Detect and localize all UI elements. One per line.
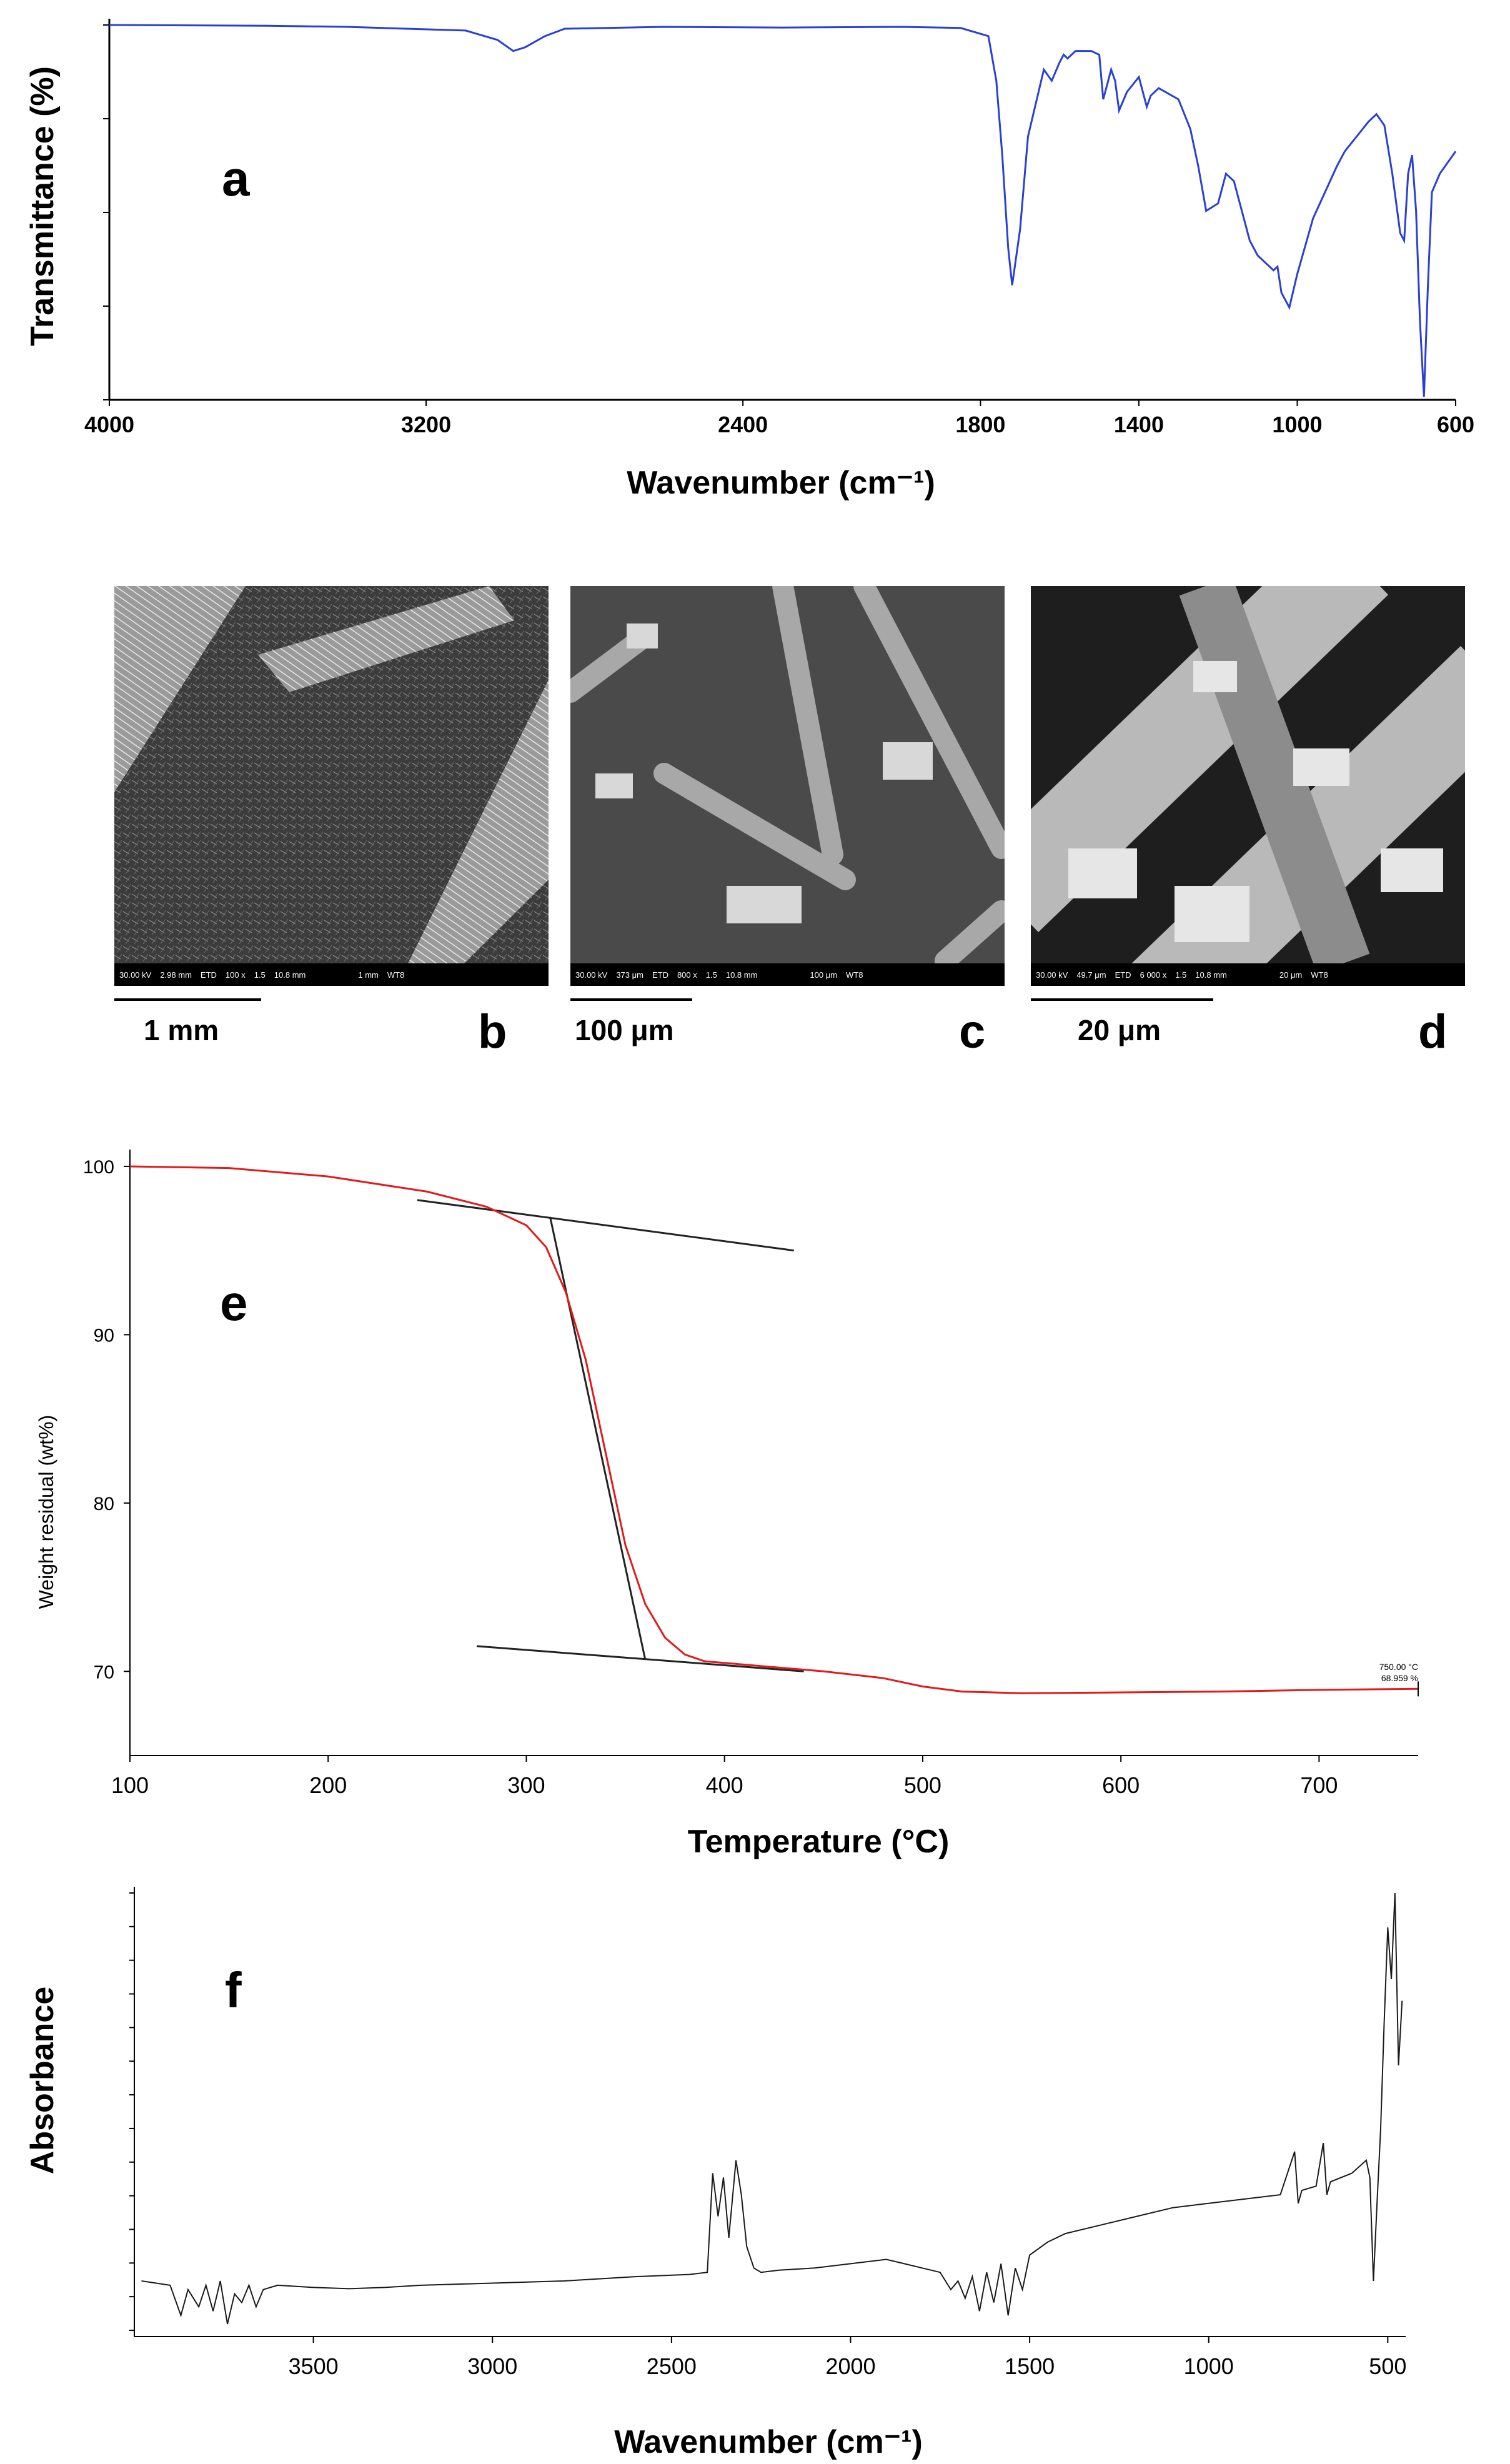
sem-d-spot: 1.5 bbox=[1175, 970, 1187, 980]
panel-letter-c: c bbox=[959, 1005, 986, 1058]
absorbance-chart: 3500 3000 2500 2000 1500 1000 500 Absorbance W… bbox=[24, 1887, 1406, 2460]
sem-c-hfw: 373 μm bbox=[616, 970, 643, 980]
chart-a-xtick-label: 600 bbox=[1437, 412, 1474, 437]
sem-b-sample: WT8 bbox=[387, 970, 405, 980]
chart-e-xtick-label: 100 bbox=[111, 1772, 149, 1798]
chart-a-xtick-label: 1800 bbox=[955, 412, 1005, 437]
sem-d-det: ETD bbox=[1115, 970, 1131, 980]
chart-f-xtick-label: 3500 bbox=[289, 2353, 339, 2379]
sem-d-wd: 10.8 mm bbox=[1195, 970, 1227, 980]
ir-transmittance-chart: 4000 3200 2400 1800 1400 1000 600 Transmittanc… bbox=[24, 19, 1474, 501]
chart-e-ytick-label: 100 bbox=[83, 1157, 114, 1178]
sem-image-b: 30.00 kV 2.98 mm ETD 100 x 1.5 10.8 mm 1… bbox=[114, 586, 549, 986]
chart-e-annotation-weight: 68.959 % bbox=[1381, 1673, 1418, 1683]
chart-e-xtick-label: 400 bbox=[706, 1772, 743, 1798]
chart-e-xtick-label: 700 bbox=[1300, 1772, 1338, 1798]
sem-info-bar-b: 30.00 kV 2.98 mm ETD 100 x 1.5 10.8 mm 1… bbox=[114, 963, 549, 986]
tga-chart: 100 200 300 400 500 600 700 70 80 90 100 Weight re… bbox=[35, 1150, 1419, 1860]
chart-e-ylabel: Weight residual (wt%) bbox=[35, 1415, 57, 1609]
sem-c-mag: 800 x bbox=[677, 970, 697, 980]
scale-bar-b bbox=[114, 998, 261, 1001]
chart-f-ylabel: Absorbance bbox=[24, 1987, 61, 2175]
sem-fibers-b-graphic bbox=[114, 586, 549, 963]
chart-e-ytick-label: 90 bbox=[94, 1325, 114, 1346]
chart-e-xtick-label: 300 bbox=[507, 1772, 545, 1798]
chart-f-xlabel: Wavenumber (cm⁻¹) bbox=[614, 2424, 923, 2460]
scale-label-c: 100 μm bbox=[575, 1014, 674, 1046]
sem-image-d: 30.00 kV 49.7 μm ETD 6 000 x 1.5 10.8 mm… bbox=[1031, 586, 1465, 986]
panel-letter-e: e bbox=[220, 1275, 248, 1331]
chart-a-xtick-label: 1400 bbox=[1114, 412, 1164, 437]
chart-a-line bbox=[109, 24, 1457, 397]
panel-letter-d: d bbox=[1418, 1005, 1448, 1058]
chart-e-ytick-label: 80 bbox=[94, 1494, 114, 1514]
sem-info-bar-d: 30.00 kV 49.7 μm ETD 6 000 x 1.5 10.8 mm… bbox=[1031, 963, 1465, 986]
chart-a-axes bbox=[108, 19, 1456, 401]
chart-e-xtick-label: 600 bbox=[1102, 1772, 1140, 1798]
chart-a-series bbox=[109, 24, 1457, 397]
sem-d-mag: 6 000 x bbox=[1140, 970, 1167, 980]
chart-f-line bbox=[141, 1892, 1403, 2325]
chart-f-xtick-label: 3000 bbox=[467, 2353, 517, 2379]
chart-e-tangent bbox=[477, 1645, 804, 1672]
chart-e-xtick-label: 500 bbox=[904, 1772, 941, 1798]
chart-a-xtick-label: 4000 bbox=[84, 412, 134, 437]
sem-d-scale: 20 μm bbox=[1279, 970, 1303, 980]
panel-letter-f: f bbox=[225, 1962, 242, 2018]
sem-d-hv: 30.00 kV bbox=[1036, 970, 1068, 980]
chart-f-axes bbox=[134, 1887, 1406, 2337]
sem-c-spot: 1.5 bbox=[705, 970, 717, 980]
chart-a-ylabel: Transmittance (%) bbox=[24, 66, 61, 346]
chart-a-xtick-label: 1000 bbox=[1272, 412, 1322, 437]
sem-info-bar-c: 30.00 kV 373 μm ETD 800 x 1.5 10.8 mm 10… bbox=[570, 963, 1005, 986]
chart-e-axes bbox=[129, 1150, 1418, 1756]
chart-f-xtick-label: 2000 bbox=[825, 2353, 875, 2379]
chart-e-series bbox=[129, 1165, 1419, 1697]
sem-b-hv: 30.00 kV bbox=[119, 970, 152, 980]
scale-label-d: 20 μm bbox=[1078, 1014, 1161, 1046]
sem-fibers-d-graphic bbox=[1031, 586, 1465, 986]
chart-f-series bbox=[141, 1892, 1403, 2325]
chart-e-annotation-temp: 750.00 °C bbox=[1379, 1662, 1418, 1672]
sem-b-wd: 10.8 mm bbox=[274, 970, 306, 980]
chart-e-xlabel: Temperature (°C) bbox=[688, 1824, 950, 1860]
chart-a-xtick-label: 2400 bbox=[718, 412, 768, 437]
sem-c-det: ETD bbox=[652, 970, 668, 980]
sem-c-scale: 100 μm bbox=[810, 970, 838, 980]
chart-f-ticks: 3500 3000 2500 2000 1500 1000 500 bbox=[129, 1892, 1406, 2379]
sem-b-det: ETD bbox=[200, 970, 217, 980]
sem-b-mag: 100 x bbox=[225, 970, 246, 980]
chart-f-xtick-label: 1000 bbox=[1184, 2353, 1234, 2379]
chart-f-xtick-label: 500 bbox=[1369, 2353, 1406, 2379]
chart-e-ytick-label: 70 bbox=[94, 1662, 114, 1682]
chart-a-xtick-label: 3200 bbox=[401, 412, 451, 437]
chart-f-xtick-label: 2500 bbox=[647, 2353, 697, 2379]
chart-e-line bbox=[129, 1165, 1419, 1694]
sem-d-hfw: 49.7 μm bbox=[1076, 970, 1106, 980]
chart-a-xlabel: Wavenumber (cm⁻¹) bbox=[627, 465, 935, 501]
sem-c-wd: 10.8 mm bbox=[725, 970, 758, 980]
panel-letter-a: a bbox=[222, 151, 250, 206]
sem-image-c: 30.00 kV 373 μm ETD 800 x 1.5 10.8 mm 10… bbox=[570, 586, 1005, 986]
sem-fibers-c-graphic bbox=[570, 586, 1005, 971]
sem-c-sample: WT8 bbox=[846, 970, 863, 980]
chart-e-xtick-label: 200 bbox=[309, 1772, 347, 1798]
scale-label-b: 1 mm bbox=[144, 1014, 219, 1046]
chart-e-tangent bbox=[417, 1199, 794, 1252]
scale-bar-c bbox=[570, 998, 692, 1001]
chart-e-tangent-lines bbox=[417, 1199, 804, 1672]
chart-a-ticks: 4000 3200 2400 1800 1400 1000 600 bbox=[84, 24, 1474, 437]
sem-b-scale: 1 mm bbox=[358, 970, 379, 980]
sem-b-spot: 1.5 bbox=[254, 970, 266, 980]
sem-b-hfw: 2.98 mm bbox=[160, 970, 192, 980]
panel-letter-b: b bbox=[478, 1005, 507, 1058]
chart-f-xtick-label: 1500 bbox=[1005, 2353, 1055, 2379]
chart-e-ticks: 100 200 300 400 500 600 700 70 80 90 100 bbox=[83, 1157, 1338, 1798]
chart-e-tangent bbox=[549, 1216, 647, 1660]
scale-bar-d bbox=[1031, 998, 1213, 1001]
sem-d-sample: WT8 bbox=[1311, 970, 1328, 980]
sem-c-hv: 30.00 kV bbox=[575, 970, 608, 980]
